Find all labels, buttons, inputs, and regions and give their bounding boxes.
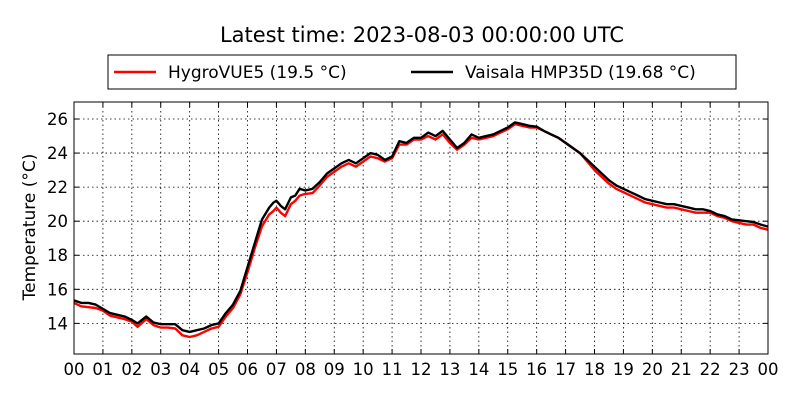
y-axis: 14 16 18 20 22 24 26: [47, 110, 768, 333]
x-tick-label: 00: [64, 360, 85, 379]
y-tick-label: 26: [47, 110, 68, 129]
plot-lines: [73, 121, 769, 339]
y-tick-label: 22: [47, 178, 68, 197]
x-tick-label: 08: [295, 360, 316, 379]
x-tick-label: 15: [497, 360, 518, 379]
x-tick-label: 14: [468, 360, 489, 379]
y-tick-label: 20: [47, 212, 68, 231]
grid: [74, 102, 768, 354]
x-tick-label: 16: [526, 360, 547, 379]
x-tick-label: 23: [729, 360, 750, 379]
y-tick-label: 14: [47, 314, 68, 333]
x-tick-label: 09: [324, 360, 345, 379]
x-tick-label: 03: [150, 360, 171, 379]
x-tick-label: 04: [179, 360, 200, 379]
x-axis: 00 01 02 03 04 05 06 07 08 09 10 11 12 13 14 15 16 17 18 19…: [64, 102, 779, 379]
x-tick-label: 05: [208, 360, 229, 379]
x-tick-label: 02: [121, 360, 142, 379]
y-tick-label: 18: [47, 246, 68, 265]
x-tick-label: 19: [613, 360, 634, 379]
vaisala-series-line: [73, 121, 769, 334]
chart-title: Latest time: 2023-08-03 00:00:00 UTC: [220, 23, 624, 47]
x-tick-label: 18: [584, 360, 605, 379]
x-tick-label: 13: [439, 360, 460, 379]
x-tick-label: 11: [382, 360, 403, 379]
y-tick-label: 24: [47, 144, 68, 163]
x-tick-label: 21: [671, 360, 692, 379]
x-tick-label: 17: [555, 360, 576, 379]
x-tick-label: 22: [700, 360, 721, 379]
y-tick-label: 16: [47, 280, 68, 299]
x-tick-label: 12: [411, 360, 432, 379]
legend: HygroVUE5 (19.5 °C) Vaisala HMP35D (19.6…: [107, 54, 737, 90]
x-tick-label: 10: [353, 360, 374, 379]
x-tick-label: 07: [266, 360, 287, 379]
legend-label-hygrovue5: HygroVUE5 (19.5 °C): [168, 63, 347, 83]
y-axis-label: Temperature (°C): [20, 154, 40, 302]
legend-label-vaisala: Vaisala HMP35D (19.68 °C): [465, 63, 696, 83]
x-tick-label: 20: [642, 360, 663, 379]
x-tick-label: 00: [758, 360, 779, 379]
hygrovue5-series-line: [73, 122, 769, 339]
x-tick-label: 06: [237, 360, 258, 379]
x-tick-label: 01: [92, 360, 113, 379]
